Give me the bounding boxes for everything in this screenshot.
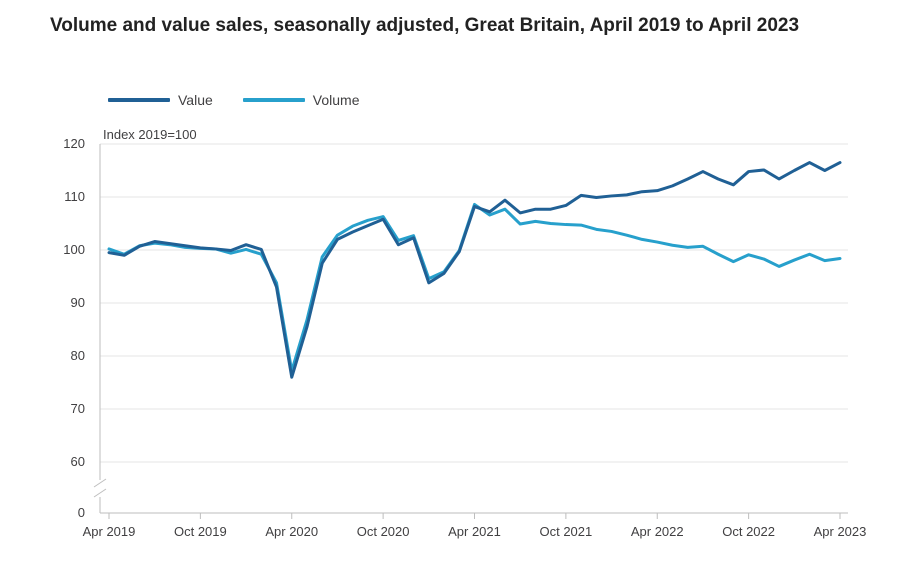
x-tick-label: Apr 2022: [631, 524, 684, 539]
y-tick-label: 70: [71, 401, 85, 416]
legend-label-volume: Volume: [312, 92, 360, 108]
y-tick-label: 110: [64, 189, 85, 204]
legend-item-volume: Volume: [242, 92, 360, 108]
axis-break-mark: [93, 478, 107, 488]
legend-item-value: Value: [108, 92, 213, 108]
y-axis-label: Index 2019=100: [103, 127, 197, 142]
axis-break-mark: [93, 488, 107, 498]
chart-title: Volume and value sales, seasonally adjus…: [50, 15, 800, 36]
x-tick-label: Oct 2021: [539, 524, 592, 539]
y-tick-label: 100: [63, 242, 85, 257]
x-tick-label: Oct 2020: [357, 524, 410, 539]
x-tick-label: Apr 2021: [448, 524, 501, 539]
series-line-volume: [107, 202, 842, 373]
x-tick-label: Oct 2022: [722, 524, 775, 539]
legend-swatch-value: [108, 98, 170, 102]
x-tick-label: Apr 2019: [83, 524, 136, 539]
y-tick-label: 90: [71, 295, 85, 310]
series-line-value: [107, 161, 842, 379]
y-tick-label: 0: [78, 505, 85, 520]
legend-swatch-volume: [242, 98, 305, 102]
legend-label-value: Value: [178, 92, 213, 108]
y-tick-label: 80: [71, 348, 85, 363]
x-tick-label: Oct 2019: [174, 524, 227, 539]
x-tick-label: Apr 2023: [814, 524, 867, 539]
legend: Value Volume: [108, 92, 389, 108]
y-tick-label: 120: [63, 136, 85, 151]
y-tick-label: 60: [71, 454, 85, 469]
x-tick-label: Apr 2020: [265, 524, 318, 539]
